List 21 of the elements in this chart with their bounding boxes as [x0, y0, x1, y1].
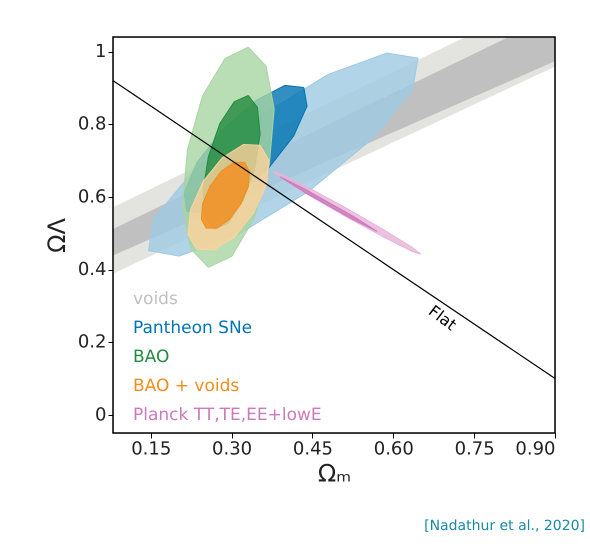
y-tick-label: 0.6 [78, 186, 106, 208]
text: [Nadathur et al., 2020] [424, 518, 585, 534]
text: voids [133, 289, 178, 309]
text: BAO [133, 347, 170, 367]
y-tick-label: 0.8 [78, 114, 106, 135]
x-axis-title: Ωₘ [318, 460, 352, 488]
y-axis-title: ΩΛ [42, 218, 71, 253]
x-tick-label: 0.30 [212, 438, 252, 460]
annotation: Flat [425, 301, 460, 334]
y-tick-label: 0 [95, 404, 106, 426]
y-tick-label: 0.2 [78, 332, 106, 353]
x-tick-label: 0.75 [454, 438, 495, 460]
x-tick-label: 0.15 [131, 438, 172, 460]
y-tick-label: 0.4 [78, 259, 106, 280]
text: Pantheon SNe [133, 318, 252, 338]
text: BAO + voids [133, 376, 240, 396]
x-tick-label: 0.45 [292, 438, 333, 460]
x-tick-label: 0.60 [374, 438, 414, 460]
x-tick-label: 0.90 [515, 438, 556, 460]
y-tick-label: 1 [95, 41, 106, 62]
text: Planck TT,TE,EE+lowE [133, 405, 322, 425]
